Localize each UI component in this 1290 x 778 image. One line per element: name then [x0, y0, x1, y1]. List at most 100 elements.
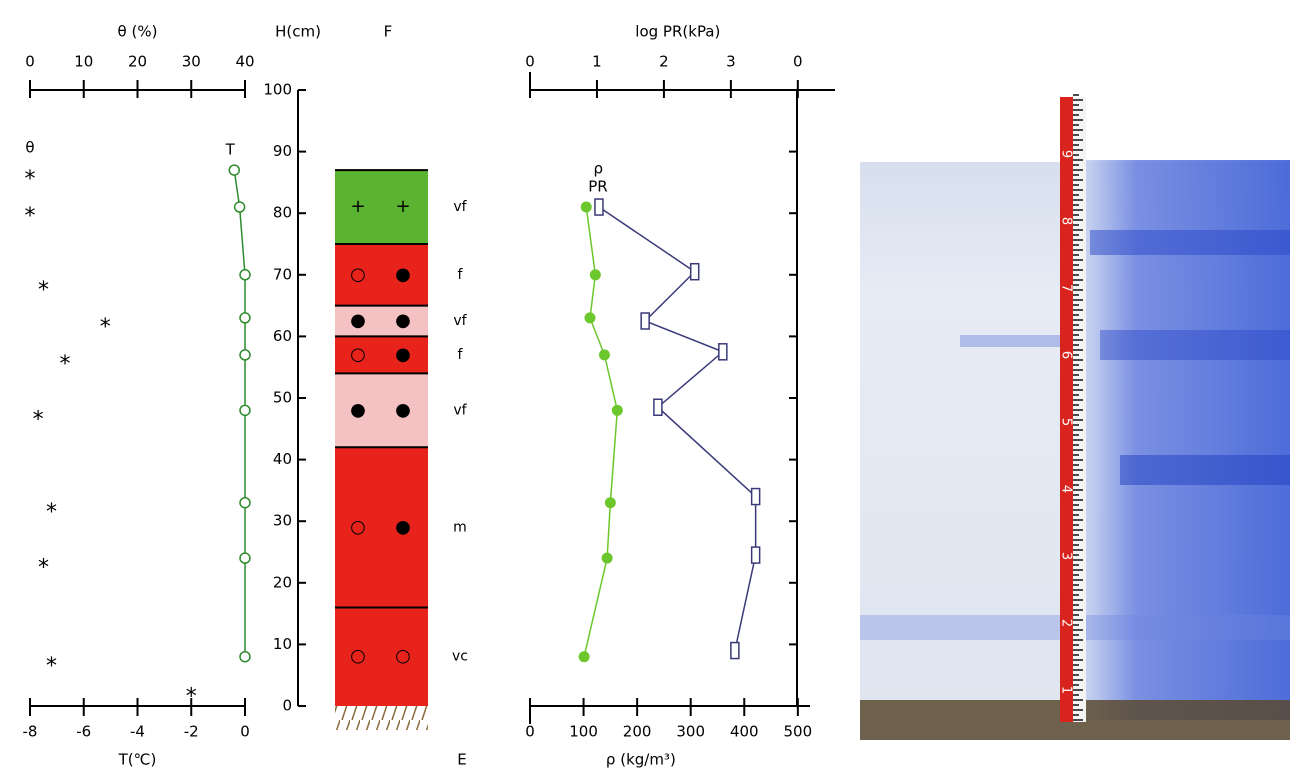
ruler-label: 3 — [1059, 552, 1074, 560]
point — [640, 312, 650, 330]
height-tick-label: 90 — [273, 142, 292, 160]
height-tick-label: 80 — [273, 204, 292, 222]
height-axis-title: H(cm) — [275, 23, 321, 41]
point — [611, 404, 623, 416]
point — [604, 497, 616, 509]
grain-symbol: ○ — [350, 264, 366, 285]
bottom-tick-label: -4 — [130, 723, 145, 741]
top-axis-title: log PR(kPa) — [635, 23, 720, 41]
point: * — [38, 278, 49, 303]
bottom-tick-label: 0 — [240, 723, 250, 741]
hardness-label: m — [453, 519, 467, 535]
point: * — [46, 654, 57, 679]
top-tick-label: 1 — [592, 53, 602, 71]
layer — [335, 170, 428, 244]
grain-symbol: ○ — [350, 516, 366, 537]
grain-symbol: ● — [395, 264, 411, 285]
height-tick-label: 20 — [273, 573, 292, 591]
point — [589, 269, 601, 281]
point — [239, 312, 251, 324]
grain-symbol: ○ — [350, 344, 366, 365]
point — [689, 262, 700, 281]
point: * — [25, 167, 36, 192]
grain-symbol: + — [350, 196, 365, 217]
point: * — [100, 315, 111, 340]
layer — [335, 336, 428, 374]
point — [594, 198, 604, 216]
ruler-label: 9 — [1059, 150, 1074, 158]
point — [584, 312, 596, 324]
ruler-label: 1 — [1059, 686, 1074, 694]
top-tick-label: 0 — [25, 53, 35, 71]
point — [601, 552, 613, 564]
height-tick-label: 60 — [273, 327, 292, 345]
grain-symbol: ○ — [395, 646, 411, 667]
top-tick-label: 0 — [793, 53, 803, 71]
layer — [335, 373, 428, 448]
bottom-tick-label: -8 — [23, 723, 38, 741]
layer — [335, 447, 428, 608]
point: * — [59, 352, 70, 377]
bottom-tick-label: 0 — [525, 723, 535, 741]
height-tick-label: 30 — [273, 512, 292, 530]
point — [239, 496, 251, 509]
grain-symbol: ● — [350, 310, 366, 331]
grain-symbol: ● — [395, 344, 411, 365]
point: * — [33, 407, 44, 432]
top-tick-label: 0 — [525, 53, 535, 71]
bottom-tick-label: 200 — [623, 723, 652, 741]
bottom-tick-label: 500 — [784, 723, 813, 741]
hardness-label: vf — [453, 199, 467, 215]
hardness-label: vc — [452, 649, 468, 665]
top-axis-title: θ (%) — [118, 23, 158, 41]
hardness-label: f — [458, 347, 464, 363]
point — [239, 650, 251, 663]
point: * — [46, 500, 57, 525]
layer — [335, 244, 428, 306]
top-tick-label: 30 — [182, 53, 201, 71]
ruler-label: 4 — [1059, 485, 1074, 493]
hardness-label: vf — [453, 313, 467, 329]
bottom-tick-label: 100 — [569, 723, 598, 741]
series-label: T — [225, 141, 236, 159]
grain-symbol: ○ — [350, 646, 366, 667]
series-line — [598, 206, 757, 651]
layer — [335, 305, 428, 337]
top-tick-label: 2 — [659, 53, 669, 71]
point — [653, 398, 663, 416]
point — [228, 164, 240, 176]
point — [239, 552, 251, 564]
height-tick-label: 100 — [263, 81, 292, 99]
column-title: F — [384, 23, 393, 41]
point — [718, 343, 728, 361]
point — [239, 404, 251, 417]
top-tick-label: 3 — [726, 53, 736, 71]
point — [598, 349, 610, 361]
grain-symbol: ● — [350, 399, 366, 420]
height-tick-label: 50 — [273, 389, 292, 407]
top-tick-label: 40 — [235, 53, 254, 71]
height-tick-label: 40 — [273, 450, 292, 468]
ruler-label: 7 — [1059, 284, 1074, 292]
point — [750, 487, 761, 506]
point — [233, 201, 246, 213]
bottom-tick-label: 300 — [676, 723, 705, 741]
ruler-label: 2 — [1059, 619, 1074, 627]
hardness-label: f — [458, 267, 464, 283]
hardness-label: vf — [453, 402, 467, 418]
point — [730, 641, 740, 660]
point — [750, 546, 761, 564]
layer-column: F E + + vf ○ ● f ● ● vf ○ ● f ● ● vf ○ ● m ○ ○ vc — [335, 23, 468, 769]
point: * — [186, 685, 197, 710]
point — [578, 651, 590, 663]
series-label: θ — [25, 139, 34, 157]
grain-symbol: ● — [395, 399, 411, 420]
series-label: PR — [588, 178, 607, 196]
point — [239, 349, 251, 361]
grain-symbol: ● — [395, 516, 411, 537]
top-tick-label: 20 — [128, 53, 147, 71]
bottom-tick-label: 400 — [730, 723, 759, 741]
point — [239, 269, 251, 281]
bottom-tick-label: -6 — [76, 723, 91, 741]
